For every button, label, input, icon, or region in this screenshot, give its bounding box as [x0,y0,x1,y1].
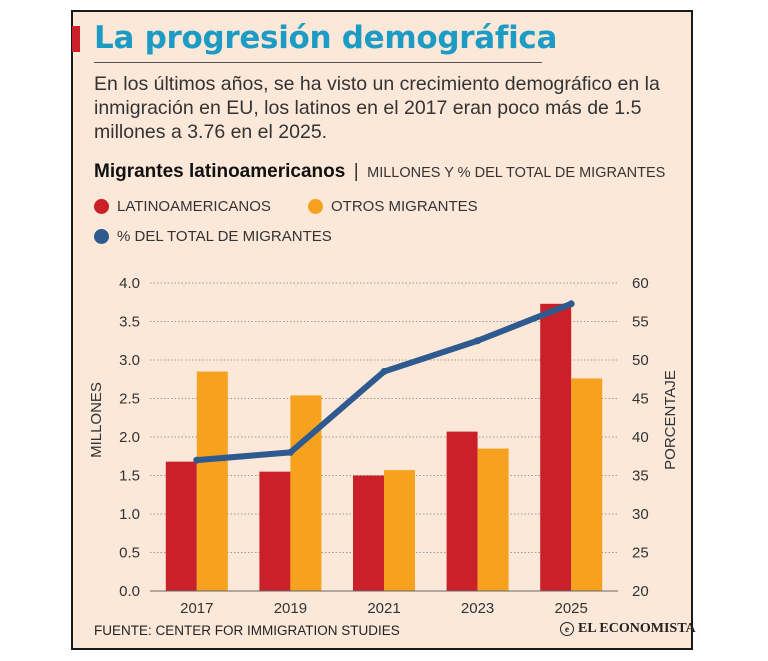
y2-tick-label: 55 [632,314,649,331]
page-title: La progresión demográfica [94,20,558,56]
legend-swatch-pct [94,229,109,244]
legend-swatch-latino [94,199,109,214]
pct-point [193,456,201,464]
brand-name: EL ECONOMISTA [578,621,696,636]
bar-latino [353,475,384,591]
legend-item-pct: % DEL TOTAL DE MIGRANTES [94,228,332,245]
source-note: FUENTE: CENTER FOR IMMIGRATION STUDIES [94,623,400,638]
bar-latino [446,431,478,591]
x-tick-label: 2017 [180,600,213,617]
y2-tick-label: 50 [632,352,649,369]
chart-title: Migrantes latinoamericanos [94,161,346,182]
x-tick-label: 2021 [367,600,400,617]
pct-point [380,368,388,376]
bar-otros [384,470,415,591]
y-tick-label: 4.0 [119,275,140,292]
y-tick-label: 0.0 [119,583,140,600]
y2-tick-label: 20 [632,583,649,600]
y-tick-label: 0.5 [119,545,140,562]
bar-otros [571,378,603,591]
pct-point [474,337,482,345]
legend-label-pct: % DEL TOTAL DE MIGRANTES [117,228,332,245]
legend-swatch-otros [308,199,323,214]
bar-latino [259,471,291,591]
chart-heading-separator: | [353,161,359,182]
y-tick-label: 3.0 [119,352,140,369]
x-tick-label: 2025 [555,600,588,617]
y2-tick-label: 60 [632,275,649,292]
y2-tick-label: 40 [632,429,649,446]
y-tick-label: 1.5 [119,468,140,485]
y2-tick-label: 35 [632,468,649,485]
pct-point [567,300,575,308]
y-axis-title: MILLONES [88,382,105,458]
y2-tick-label: 45 [632,391,649,408]
y-tick-label: 2.5 [119,391,140,408]
brand-logo: e EL ECONOMISTA [560,621,696,637]
y2-tick-label: 25 [632,545,649,562]
y-tick-label: 1.0 [119,506,140,523]
subtitle: En los últimos años, se ha visto un crec… [94,73,660,143]
legend-label-latino: LATINOAMERICANOS [117,198,271,215]
x-tick-label: 2019 [274,600,307,617]
bar-otros [290,395,322,591]
bar-latino [165,461,197,591]
legend-item-otros: OTROS MIGRANTES [308,198,478,215]
pct-point [286,448,294,456]
y-tick-label: 2.0 [119,429,140,446]
y2-tick-label: 30 [632,506,649,523]
bar-otros [477,448,509,591]
x-tick-label: 2023 [461,600,494,617]
bar-latino [540,303,572,591]
y-tick-label: 3.5 [119,314,140,331]
legend-item-latino: LATINOAMERICANOS [94,198,271,215]
legend-label-otros: OTROS MIGRANTES [331,198,478,215]
chart-units-label: MILLONES Y % DEL TOTAL DE MIGRANTES [367,165,666,181]
bar-otros [196,371,228,591]
title-accent-bar [72,26,80,52]
chart-heading: Migrantes latinoamericanos | MILLONES Y … [94,161,665,183]
brand-emblem-icon: e [560,622,574,636]
title-divider [94,62,542,63]
y2-axis-title: PORCENTAJE [662,370,679,470]
